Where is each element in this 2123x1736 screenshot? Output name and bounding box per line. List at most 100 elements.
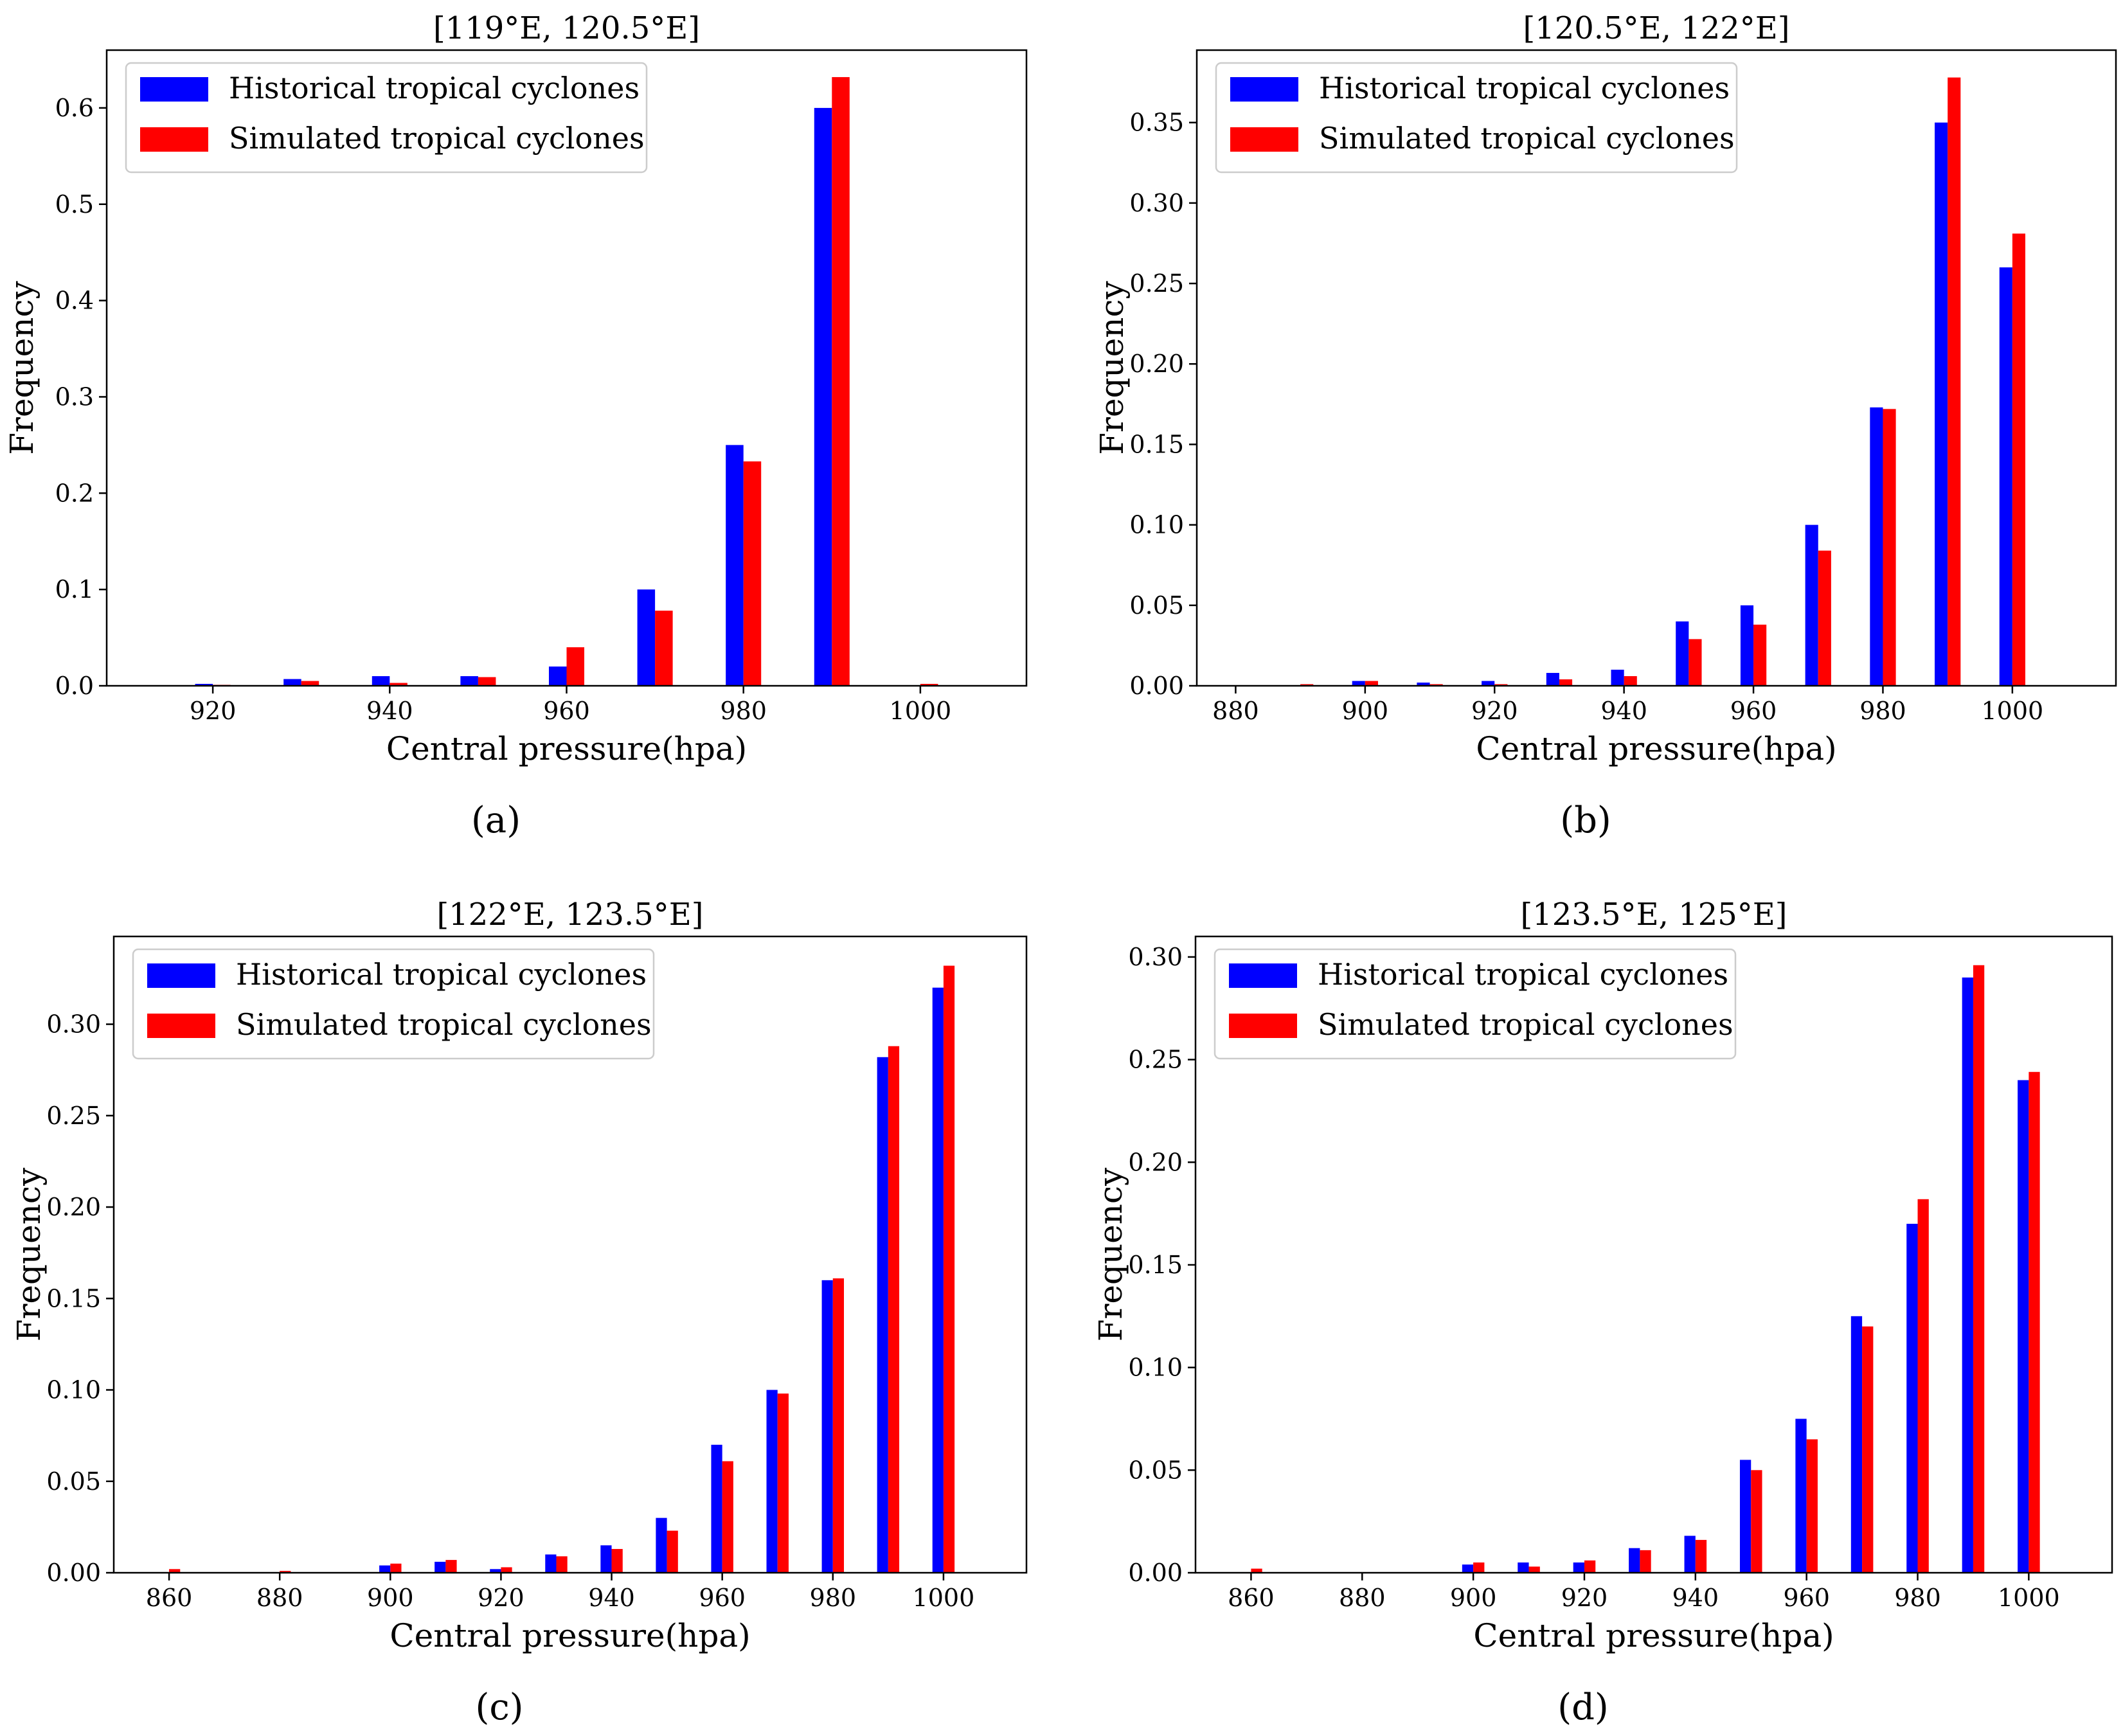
legend-simulated-label: Simulated tropical cyclones <box>1318 1007 1733 1042</box>
simulated-bar-940 <box>390 683 408 686</box>
y-tick-label: 0.6 <box>55 94 94 122</box>
y-tick-label: 0.5 <box>55 190 94 219</box>
simulated-bar-990 <box>1973 965 1985 1573</box>
simulated-bar-960 <box>1753 624 1767 686</box>
legend-simulated-label: Simulated tropical cyclones <box>229 121 645 156</box>
x-tick-label: 880 <box>1339 1584 1386 1612</box>
panel-label: (a) <box>471 800 521 841</box>
simulated-bar-970 <box>1818 550 1831 686</box>
simulated-bar-860 <box>169 1569 181 1573</box>
y-tick-label: 0.30 <box>1129 189 1184 217</box>
historical-bar-920 <box>1482 681 1495 686</box>
historical-bar-990 <box>1962 977 1973 1573</box>
historical-bar-930 <box>283 679 301 686</box>
chart-title: [120.5°E, 122°E] <box>1523 10 1789 46</box>
historical-bar-900 <box>1462 1564 1474 1573</box>
historical-bar-950 <box>656 1517 667 1573</box>
x-tick-label: 940 <box>1600 697 1647 725</box>
simulated-bar-990 <box>888 1046 900 1573</box>
legend-box <box>1214 948 1737 1060</box>
legend-historical-swatch <box>147 963 215 988</box>
x-tick-label: 860 <box>146 1584 193 1612</box>
historical-bar-1000 <box>1999 267 2012 686</box>
panel-label: (d) <box>1557 1687 1609 1728</box>
x-axis-label: Central pressure(hpa) <box>1476 730 1836 767</box>
simulated-bar-920 <box>1494 684 1508 686</box>
x-tick-label: 880 <box>256 1584 303 1612</box>
y-axis-label: Frequency <box>3 281 40 455</box>
historical-bar-970 <box>1805 524 1818 686</box>
y-tick-label: 0.15 <box>46 1284 101 1312</box>
simulated-bar-910 <box>445 1560 457 1573</box>
simulated-bar-910 <box>1528 1566 1540 1573</box>
x-tick-label: 940 <box>588 1584 635 1612</box>
historical-bar-980 <box>821 1280 833 1573</box>
legend-historical-label: Historical tropical cyclones <box>1319 71 1730 105</box>
historical-bar-940 <box>1611 669 1624 686</box>
x-tick-label: 980 <box>1894 1584 1941 1612</box>
y-axis-label: Frequency <box>1093 281 1131 455</box>
y-tick-label: 0.10 <box>1129 511 1184 539</box>
simulated-bar-930 <box>556 1556 568 1573</box>
legend-historical-label: Historical tropical cyclones <box>1318 957 1728 992</box>
historical-bar-970 <box>1850 1316 1863 1573</box>
x-axis-label: Central pressure(hpa) <box>386 730 747 767</box>
historical-bar-980 <box>1870 407 1883 686</box>
y-tick-label: 0.15 <box>1128 1251 1183 1279</box>
historical-bar-900 <box>1352 681 1365 686</box>
simulated-bar-940 <box>1695 1539 1707 1573</box>
x-tick-label: 920 <box>190 697 237 725</box>
legend-historical-label: Historical tropical cyclones <box>229 71 640 105</box>
simulated-bar-950 <box>667 1530 678 1573</box>
chart-panel-b: 880 900 920 940 960 980 1000 0.00 0.05 0.10 0.15 0.… <box>1093 10 2117 841</box>
historical-bar-990 <box>1935 122 1948 686</box>
x-tick-label: 960 <box>699 1584 746 1612</box>
historical-bar-970 <box>766 1390 778 1573</box>
historical-bar-920 <box>490 1569 501 1573</box>
x-tick-label: 980 <box>720 697 767 725</box>
axes-frame <box>1194 935 2113 1574</box>
x-tick-label: 960 <box>1730 697 1777 725</box>
historical-bar-960 <box>711 1444 722 1573</box>
simulated-bar-930 <box>301 681 319 686</box>
axes-frame <box>112 935 1028 1574</box>
legend: Historical tropical cyclones Simulated tr… <box>132 948 655 1060</box>
y-tick-label: 0.25 <box>1128 1046 1183 1074</box>
simulated-bar-930 <box>1640 1550 1651 1573</box>
historical-bar-920 <box>1573 1562 1584 1573</box>
x-tick-label: 920 <box>1471 697 1518 725</box>
legend-box <box>1215 62 1738 174</box>
y-tick-label: 0.2 <box>55 479 94 507</box>
simulated-bar-930 <box>1559 679 1573 686</box>
chart-panel-a: 920 940 960 980 1000 0.0 0.1 0.2 0.3 0.4 0.5 0.6 [11… <box>3 10 1028 841</box>
simulated-bar-1000 <box>2029 1071 2040 1573</box>
legend-simulated-swatch <box>140 127 208 152</box>
y-tick-label: 0.00 <box>1129 672 1184 700</box>
historical-bar-910 <box>1417 682 1430 686</box>
legend-simulated-swatch <box>147 1014 215 1038</box>
simulated-bar-910 <box>1429 684 1443 686</box>
legend: Historical tropical cyclones Simulated tr… <box>1215 62 1738 174</box>
simulated-bar-950 <box>478 677 496 686</box>
x-axis-label: Central pressure(hpa) <box>390 1617 750 1654</box>
historical-bar-930 <box>1546 672 1559 686</box>
y-tick-label: 0.30 <box>46 1010 101 1039</box>
simulated-bar-970 <box>1862 1326 1874 1573</box>
historical-bar-910 <box>1518 1562 1529 1573</box>
historical-bar-960 <box>1795 1418 1807 1573</box>
y-tick-label: 0.00 <box>1128 1559 1183 1587</box>
legend-historical-swatch <box>1230 77 1298 102</box>
x-axis-label: Central pressure(hpa) <box>1473 1617 1834 1654</box>
x-tick-label: 960 <box>1783 1584 1830 1612</box>
simulated-bar-1000 <box>920 684 938 686</box>
simulated-bar-900 <box>1473 1562 1485 1573</box>
legend-historical-swatch <box>1229 963 1297 988</box>
simulated-bar-860 <box>1251 1568 1262 1573</box>
historical-bar-960 <box>1740 605 1754 686</box>
simulated-bar-980 <box>832 1278 844 1573</box>
legend-simulated-swatch <box>1229 1014 1297 1038</box>
y-tick-label: 0.05 <box>1129 591 1184 620</box>
simulated-bar-880 <box>280 1571 291 1573</box>
legend-box <box>132 948 655 1060</box>
